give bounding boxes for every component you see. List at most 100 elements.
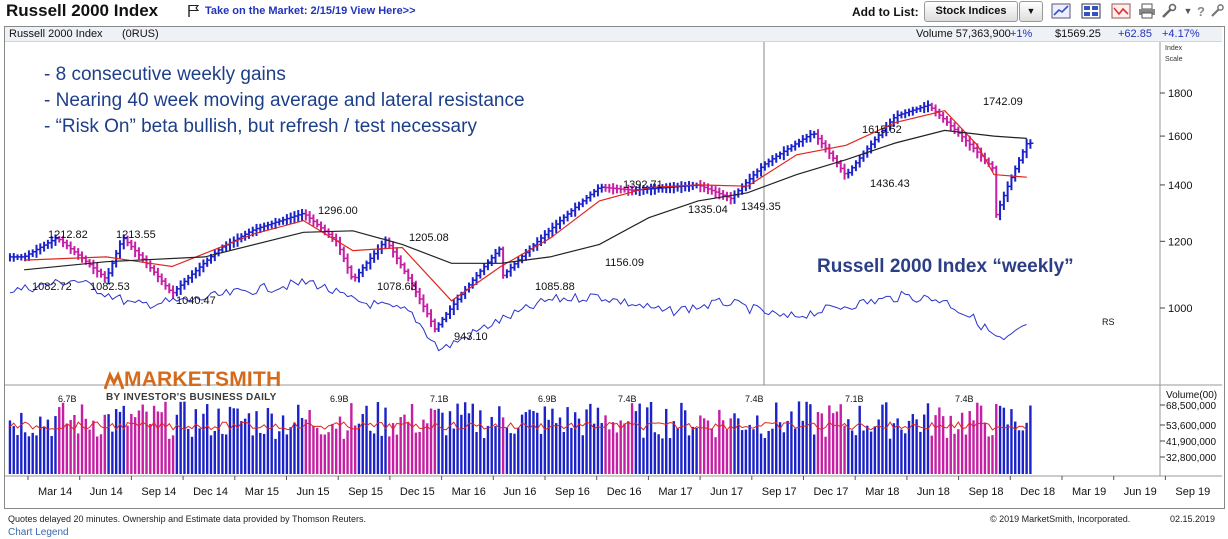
volume-bar bbox=[391, 423, 395, 474]
chart-header-bar bbox=[5, 27, 1222, 42]
date-tick-label: Mar 18 bbox=[865, 486, 899, 498]
volume-bar bbox=[334, 428, 338, 474]
volume-bar bbox=[873, 426, 877, 474]
volume-bar bbox=[915, 419, 918, 474]
price-annotation: 1392.71 bbox=[623, 179, 663, 191]
volume-bar bbox=[668, 438, 672, 474]
price-annotation: 943.10 bbox=[454, 331, 488, 343]
chevron-down-icon[interactable]: ▼ bbox=[1183, 6, 1193, 16]
volume-bar bbox=[877, 419, 880, 474]
flag-icon[interactable] bbox=[188, 4, 200, 18]
grid-icon[interactable] bbox=[1080, 3, 1102, 20]
volume-bar bbox=[441, 412, 444, 474]
volume-change: +1% bbox=[1010, 28, 1033, 40]
market-link[interactable]: Take on the Market: 2/15/19 View Here>> bbox=[205, 5, 416, 17]
volume-bar bbox=[323, 434, 327, 474]
volume-bar bbox=[646, 407, 649, 474]
volume-bar bbox=[65, 423, 69, 474]
volume-bar bbox=[1017, 430, 1021, 474]
index-scale-label: Index bbox=[1165, 45, 1183, 52]
volume-bar bbox=[558, 417, 562, 474]
volume-bar bbox=[16, 435, 19, 474]
date-tick-label: Sep 14 bbox=[141, 486, 176, 498]
volume-bar bbox=[259, 432, 262, 474]
volume-bar bbox=[403, 414, 406, 474]
volume-bar bbox=[114, 409, 118, 474]
volume-bar bbox=[482, 438, 486, 474]
volume-bar bbox=[573, 412, 577, 474]
price-annotation: 1082.72 bbox=[32, 281, 72, 293]
volume-bar bbox=[156, 411, 160, 474]
print-icon[interactable] bbox=[1138, 3, 1156, 20]
volume-bar bbox=[562, 432, 566, 474]
volume-bar bbox=[168, 438, 171, 474]
volume-bar bbox=[702, 418, 706, 474]
volume-bar bbox=[824, 436, 827, 474]
tools-icon[interactable] bbox=[1160, 3, 1178, 20]
volume-bar bbox=[133, 417, 137, 474]
volume-bar bbox=[255, 411, 258, 474]
volume-bar bbox=[1025, 422, 1028, 474]
price-annotation: 1335.04 bbox=[688, 204, 728, 216]
volume-bar bbox=[73, 414, 76, 474]
volume-bar bbox=[801, 420, 804, 474]
volume-bar bbox=[50, 436, 53, 474]
volume-bar bbox=[137, 410, 141, 474]
price-annotation: 1078.63 bbox=[377, 281, 417, 293]
volume-bar bbox=[904, 433, 907, 474]
volume-bar bbox=[592, 423, 596, 474]
volume-bar bbox=[107, 414, 110, 474]
volume-bar bbox=[126, 425, 129, 474]
volume-bar bbox=[300, 417, 304, 474]
volume-bar bbox=[353, 425, 357, 474]
rs-label: RS bbox=[1102, 317, 1115, 327]
volume-bar bbox=[175, 414, 179, 474]
volume-bar bbox=[577, 418, 581, 474]
volume-bar bbox=[1021, 430, 1025, 474]
volume-bar bbox=[949, 415, 952, 474]
volume-bar bbox=[960, 412, 964, 474]
copyright: © 2019 MarketSmith, Incorporated. bbox=[990, 514, 1131, 524]
chevron-down-icon[interactable]: ▼ bbox=[1019, 1, 1043, 22]
settings-icon[interactable] bbox=[1209, 3, 1225, 20]
volume-bar bbox=[589, 403, 592, 474]
volume-bar bbox=[399, 416, 402, 474]
volume-bar bbox=[987, 436, 990, 474]
volume-bar bbox=[452, 428, 455, 474]
line-chart-icon[interactable] bbox=[1050, 3, 1072, 20]
volume-bar bbox=[103, 414, 106, 474]
date-tick-label: Jun 14 bbox=[90, 486, 123, 498]
quotes-note: Quotes delayed 20 minutes. Ownership and… bbox=[8, 514, 367, 524]
volume-bar bbox=[247, 413, 251, 474]
volume-bar bbox=[737, 418, 740, 474]
list-select[interactable]: Stock Indices bbox=[924, 1, 1018, 22]
help-icon[interactable]: ? bbox=[1197, 4, 1205, 19]
volume-bar bbox=[695, 427, 698, 474]
volume-bar bbox=[376, 402, 380, 474]
volume-annotation: 7.4B bbox=[618, 394, 637, 404]
volume-bar bbox=[179, 401, 182, 474]
date-tick-label: Dec 17 bbox=[814, 486, 849, 498]
volume-bar bbox=[759, 433, 763, 474]
volume-bar bbox=[797, 401, 801, 474]
volume-bar bbox=[501, 417, 505, 474]
volume-bar bbox=[316, 427, 319, 474]
price-annotation: 1085.88 bbox=[535, 281, 575, 293]
date-tick-label: Jun 17 bbox=[710, 486, 743, 498]
volume-bar bbox=[445, 435, 448, 474]
volume-bar bbox=[456, 403, 459, 474]
volume-bar bbox=[270, 413, 273, 474]
price-tick-label: 1200 bbox=[1168, 236, 1192, 248]
volume-bar bbox=[528, 409, 531, 474]
volume-bar bbox=[130, 413, 133, 474]
volume-bar bbox=[653, 432, 657, 474]
volume-bar bbox=[714, 437, 717, 474]
volume-bar bbox=[718, 409, 721, 474]
date-tick-label: Mar 19 bbox=[1072, 486, 1106, 498]
price-tick-label: 1800 bbox=[1168, 88, 1192, 100]
alert-icon[interactable] bbox=[1110, 3, 1132, 20]
chart-legend-link[interactable]: Chart Legend bbox=[8, 527, 69, 538]
volume-bar bbox=[680, 402, 683, 474]
volume-bar bbox=[672, 421, 676, 474]
volume-bar bbox=[84, 418, 88, 474]
